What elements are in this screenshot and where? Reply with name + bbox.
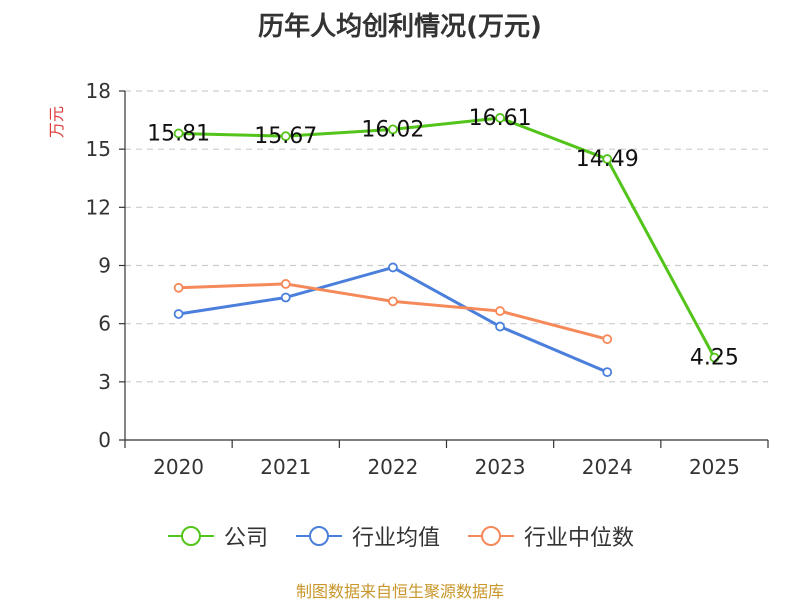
series-point xyxy=(709,352,720,363)
series-point xyxy=(173,282,184,293)
y-tick-label: 3 xyxy=(98,370,111,394)
series-point xyxy=(602,154,613,164)
data-label: 16.02 xyxy=(361,117,424,142)
legend-item-industry-median[interactable]: 行业中位数 xyxy=(466,520,634,552)
data-label: 15.81 xyxy=(147,121,210,146)
series-point xyxy=(173,309,184,319)
legend-label-industry-median: 行业中位数 xyxy=(524,526,635,551)
x-tick-label: 2023 xyxy=(475,455,526,479)
legend: 公司 行业均值 行业中位数 xyxy=(0,520,800,552)
series-point xyxy=(280,279,291,289)
data-source-note: 制图数据来自恒生聚源数据库 xyxy=(295,582,504,601)
legend-marker-industry-median xyxy=(468,526,514,546)
series-1 xyxy=(173,262,613,378)
series-2 xyxy=(173,279,613,345)
legend-marker-company xyxy=(167,526,214,546)
series-point xyxy=(280,131,291,142)
series-point xyxy=(280,292,291,303)
grid-lines xyxy=(125,90,768,383)
legend-item-industry-mean[interactable]: 行业均值 xyxy=(294,520,440,552)
series-line xyxy=(178,265,608,374)
series-line xyxy=(178,116,716,359)
chart-title: 历年人均创利情况(万元) xyxy=(258,12,542,42)
series-point xyxy=(602,334,613,345)
x-tick-label: 2024 xyxy=(582,455,633,479)
x-tick-label: 2022 xyxy=(367,455,418,479)
y-tick-label: 18 xyxy=(86,79,111,103)
legend-label-company: 公司 xyxy=(223,526,268,551)
axes: 0 3 6 9 12 15 18 2020 2021 2022 2023 2024 2025 xyxy=(86,79,769,479)
series-layer xyxy=(173,113,720,378)
series-point xyxy=(495,321,505,332)
series-point xyxy=(495,306,505,316)
y-tick-label: 9 xyxy=(98,254,111,278)
series-point xyxy=(388,124,398,135)
series-point xyxy=(388,262,398,273)
data-labels-layer: 15.81 15.67 16.02 16.61 14.49 4.25 xyxy=(147,106,739,371)
legend-item-company[interactable]: 公司 xyxy=(166,520,268,552)
data-label: 14.49 xyxy=(576,147,639,172)
series-point xyxy=(495,113,505,123)
x-tick-label: 2020 xyxy=(153,455,204,479)
data-label: 15.67 xyxy=(254,124,317,149)
data-label: 4.25 xyxy=(690,346,739,371)
legend-label-industry-mean: 行业均值 xyxy=(351,526,440,551)
y-tick-label: 6 xyxy=(98,312,111,336)
x-tick-label: 2021 xyxy=(260,455,311,479)
y-tick-label: 15 xyxy=(86,137,111,161)
series-point xyxy=(602,367,613,378)
series-0 xyxy=(173,113,720,363)
series-line xyxy=(178,282,608,341)
legend-marker-industry-mean xyxy=(295,526,342,546)
x-tick-label: 2025 xyxy=(689,455,740,479)
y-tick-label: 12 xyxy=(86,195,111,219)
series-point xyxy=(173,128,184,139)
series-point xyxy=(388,296,398,307)
data-label: 16.61 xyxy=(469,106,532,131)
y-tick-label: 0 xyxy=(98,428,111,452)
